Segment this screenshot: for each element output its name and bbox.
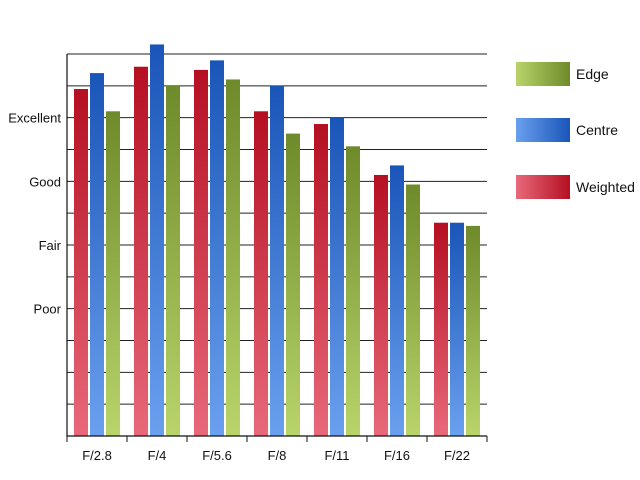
bar-weighted-f28 bbox=[74, 89, 88, 437]
bar-edge-f56 bbox=[226, 79, 240, 436]
bar-weighted-f22 bbox=[434, 222, 448, 436]
bar-centre-f22 bbox=[450, 222, 464, 436]
bar-centre-f16 bbox=[390, 165, 404, 436]
x-tick-label: F/16 bbox=[384, 448, 410, 463]
bar-centre-f4 bbox=[150, 44, 164, 436]
legend-swatch-centre bbox=[516, 118, 570, 142]
bars bbox=[74, 44, 480, 437]
bar-edge-f16 bbox=[406, 184, 420, 436]
bar-edge-f4 bbox=[166, 85, 180, 436]
bar-centre-f56 bbox=[210, 60, 224, 436]
legend-label-edge: Edge bbox=[576, 66, 609, 82]
bar-weighted-f4 bbox=[134, 66, 148, 436]
y-tick-label: Excellent bbox=[8, 111, 61, 126]
x-tick-label: F/22 bbox=[444, 448, 470, 463]
x-tick-label: F/8 bbox=[268, 448, 287, 463]
y-tick-label: Fair bbox=[39, 238, 62, 253]
y-tick-label: Good bbox=[29, 174, 61, 189]
bar-centre-f8 bbox=[270, 85, 284, 436]
legend-swatch-edge bbox=[516, 62, 570, 86]
x-tick-labels: F/2.8 F/4 F/5.6 F/8 F/11 F/16 F/22 bbox=[82, 448, 470, 463]
x-tick-label: F/4 bbox=[148, 448, 167, 463]
bar-weighted-f56 bbox=[194, 69, 208, 437]
x-tick-label: F/2.8 bbox=[82, 448, 112, 463]
legend-label-centre: Centre bbox=[576, 122, 618, 138]
legend: Edge Centre Weighted bbox=[516, 62, 635, 199]
x-tick-label: F/11 bbox=[324, 448, 349, 463]
legend-label-weighted: Weighted bbox=[576, 179, 635, 195]
y-tick-labels: Poor Fair Good Excellent bbox=[8, 111, 61, 317]
bar-weighted-f11 bbox=[314, 124, 328, 437]
bar-weighted-f8 bbox=[254, 111, 268, 437]
legend-swatch-weighted bbox=[516, 175, 570, 199]
bar-centre-f11 bbox=[330, 117, 344, 437]
bar-edge-f28 bbox=[106, 111, 120, 437]
axes bbox=[66, 54, 488, 442]
bar-centre-f28 bbox=[90, 73, 104, 436]
bar-weighted-f16 bbox=[374, 174, 388, 436]
bar-edge-f8 bbox=[286, 133, 300, 437]
y-tick-label: Poor bbox=[34, 302, 62, 317]
bar-edge-f11 bbox=[346, 146, 360, 437]
bar-edge-f22 bbox=[466, 225, 480, 436]
x-tick-label: F/5.6 bbox=[202, 448, 232, 463]
